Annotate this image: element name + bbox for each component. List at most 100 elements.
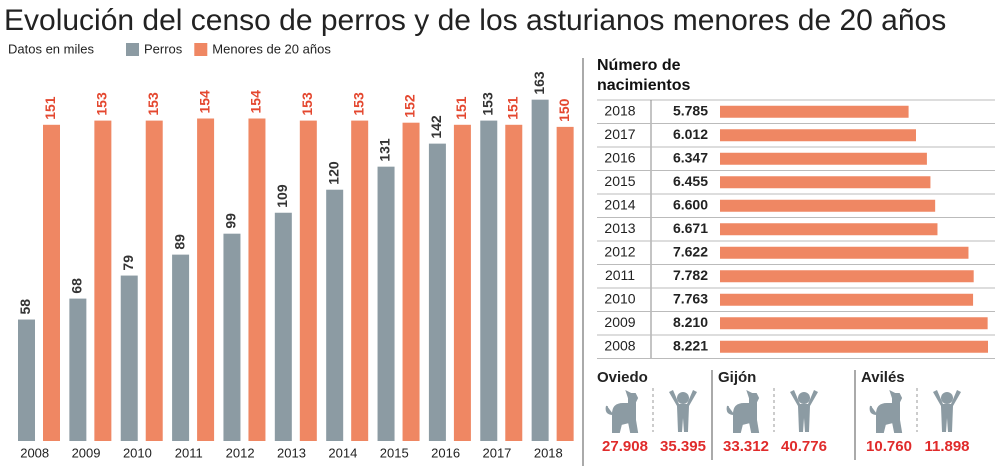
row-label: 2009 [604, 314, 635, 330]
bar [248, 118, 266, 441]
row-label: 2013 [604, 220, 635, 236]
child-count: 35.395 [660, 438, 706, 455]
value-label: 79 [120, 255, 136, 271]
value-label: 109 [274, 184, 290, 208]
legend-swatch [126, 43, 139, 56]
x-tick-label: 2013 [277, 445, 306, 460]
bar [69, 298, 87, 441]
x-tick-label: 2009 [72, 445, 101, 460]
subtitle: Datos en miles [8, 41, 94, 56]
value-label: 8.221 [673, 337, 708, 353]
value-label: 153 [145, 92, 161, 116]
bar [120, 275, 138, 441]
value-label: 6.455 [673, 173, 708, 189]
value-label: 150 [556, 98, 572, 122]
bar [480, 120, 498, 441]
city-name: Avilés [861, 369, 905, 386]
bar [720, 152, 927, 165]
value-label: 163 [531, 71, 547, 95]
value-label: 58 [17, 299, 33, 315]
value-label: 6.671 [673, 220, 708, 236]
dog-count: 27.908 [602, 438, 648, 455]
value-label: 7.763 [673, 290, 708, 306]
bar [720, 246, 969, 259]
bar [402, 122, 420, 441]
value-label: 151 [453, 96, 469, 120]
child-head [677, 392, 689, 404]
bar [720, 129, 916, 142]
row-label: 2015 [604, 173, 635, 189]
value-label: 7.782 [673, 267, 708, 283]
x-tick-label: 2015 [380, 445, 409, 460]
bar [299, 120, 317, 441]
bar [274, 212, 292, 441]
value-label: 89 [171, 234, 187, 250]
bar [720, 340, 988, 353]
legend-swatch [194, 43, 208, 56]
value-label: 151 [504, 96, 520, 120]
value-label: 153 [479, 92, 495, 116]
value-label: 142 [428, 115, 444, 139]
bar [720, 293, 974, 306]
value-label: 68 [69, 278, 85, 294]
bar [505, 124, 523, 441]
bar [94, 120, 112, 441]
legend-label: Menores de 20 años [212, 41, 331, 56]
child-count: 40.776 [781, 438, 827, 455]
bar [720, 270, 974, 283]
legend-label: Perros [144, 41, 183, 56]
bar [428, 143, 446, 441]
row-label: 2011 [605, 267, 635, 283]
child-head [941, 392, 953, 404]
bar [223, 233, 241, 441]
value-label: 153 [350, 92, 366, 116]
bar [145, 120, 163, 441]
x-tick-label: 2010 [123, 445, 152, 460]
dog-icon [605, 390, 639, 433]
bar [720, 223, 938, 236]
value-label: 153 [299, 92, 315, 116]
value-label: 120 [325, 161, 341, 185]
row-label: 2012 [604, 243, 635, 259]
bar [720, 176, 931, 189]
row-label: 2010 [604, 290, 635, 306]
value-label: 6.347 [673, 149, 708, 165]
hbar-title-box: Número de nacimientos [597, 57, 691, 94]
value-label: 154 [248, 90, 264, 114]
row-label: 2014 [604, 196, 635, 212]
value-label: 5.785 [673, 102, 708, 118]
value-label: 8.210 [673, 314, 708, 330]
row-label: 2016 [604, 149, 635, 165]
city-name: Oviedo [597, 369, 648, 386]
bar [18, 319, 35, 441]
bar [351, 120, 369, 441]
bar [172, 254, 190, 441]
bar [720, 199, 936, 212]
hbar-title: Número de nacimientos [597, 57, 691, 94]
bar [197, 118, 215, 441]
value-label: 152 [402, 94, 418, 118]
child-head [798, 392, 810, 404]
chart-title: Evolución del censo de perros y de los a… [4, 4, 946, 37]
bar [43, 124, 60, 441]
bar [556, 126, 574, 441]
city-name: Gijón [718, 369, 756, 386]
x-tick-label: 2008 [20, 445, 49, 460]
value-label: 154 [196, 90, 212, 114]
bar [720, 317, 988, 330]
x-tick-label: 2012 [226, 445, 255, 460]
child-body [669, 390, 697, 432]
bar [377, 166, 395, 441]
row-label: 2008 [604, 337, 635, 353]
dog-count: 33.312 [723, 438, 769, 455]
child-body [790, 390, 818, 432]
row-label: 2018 [604, 102, 635, 118]
row-label: 2017 [604, 126, 635, 142]
value-label: 153 [94, 92, 110, 116]
dog-icon [869, 390, 903, 433]
bar [531, 99, 549, 442]
x-tick-label: 2018 [534, 445, 563, 460]
x-tick-label: 2011 [175, 445, 203, 460]
child-count: 11.898 [924, 438, 969, 455]
